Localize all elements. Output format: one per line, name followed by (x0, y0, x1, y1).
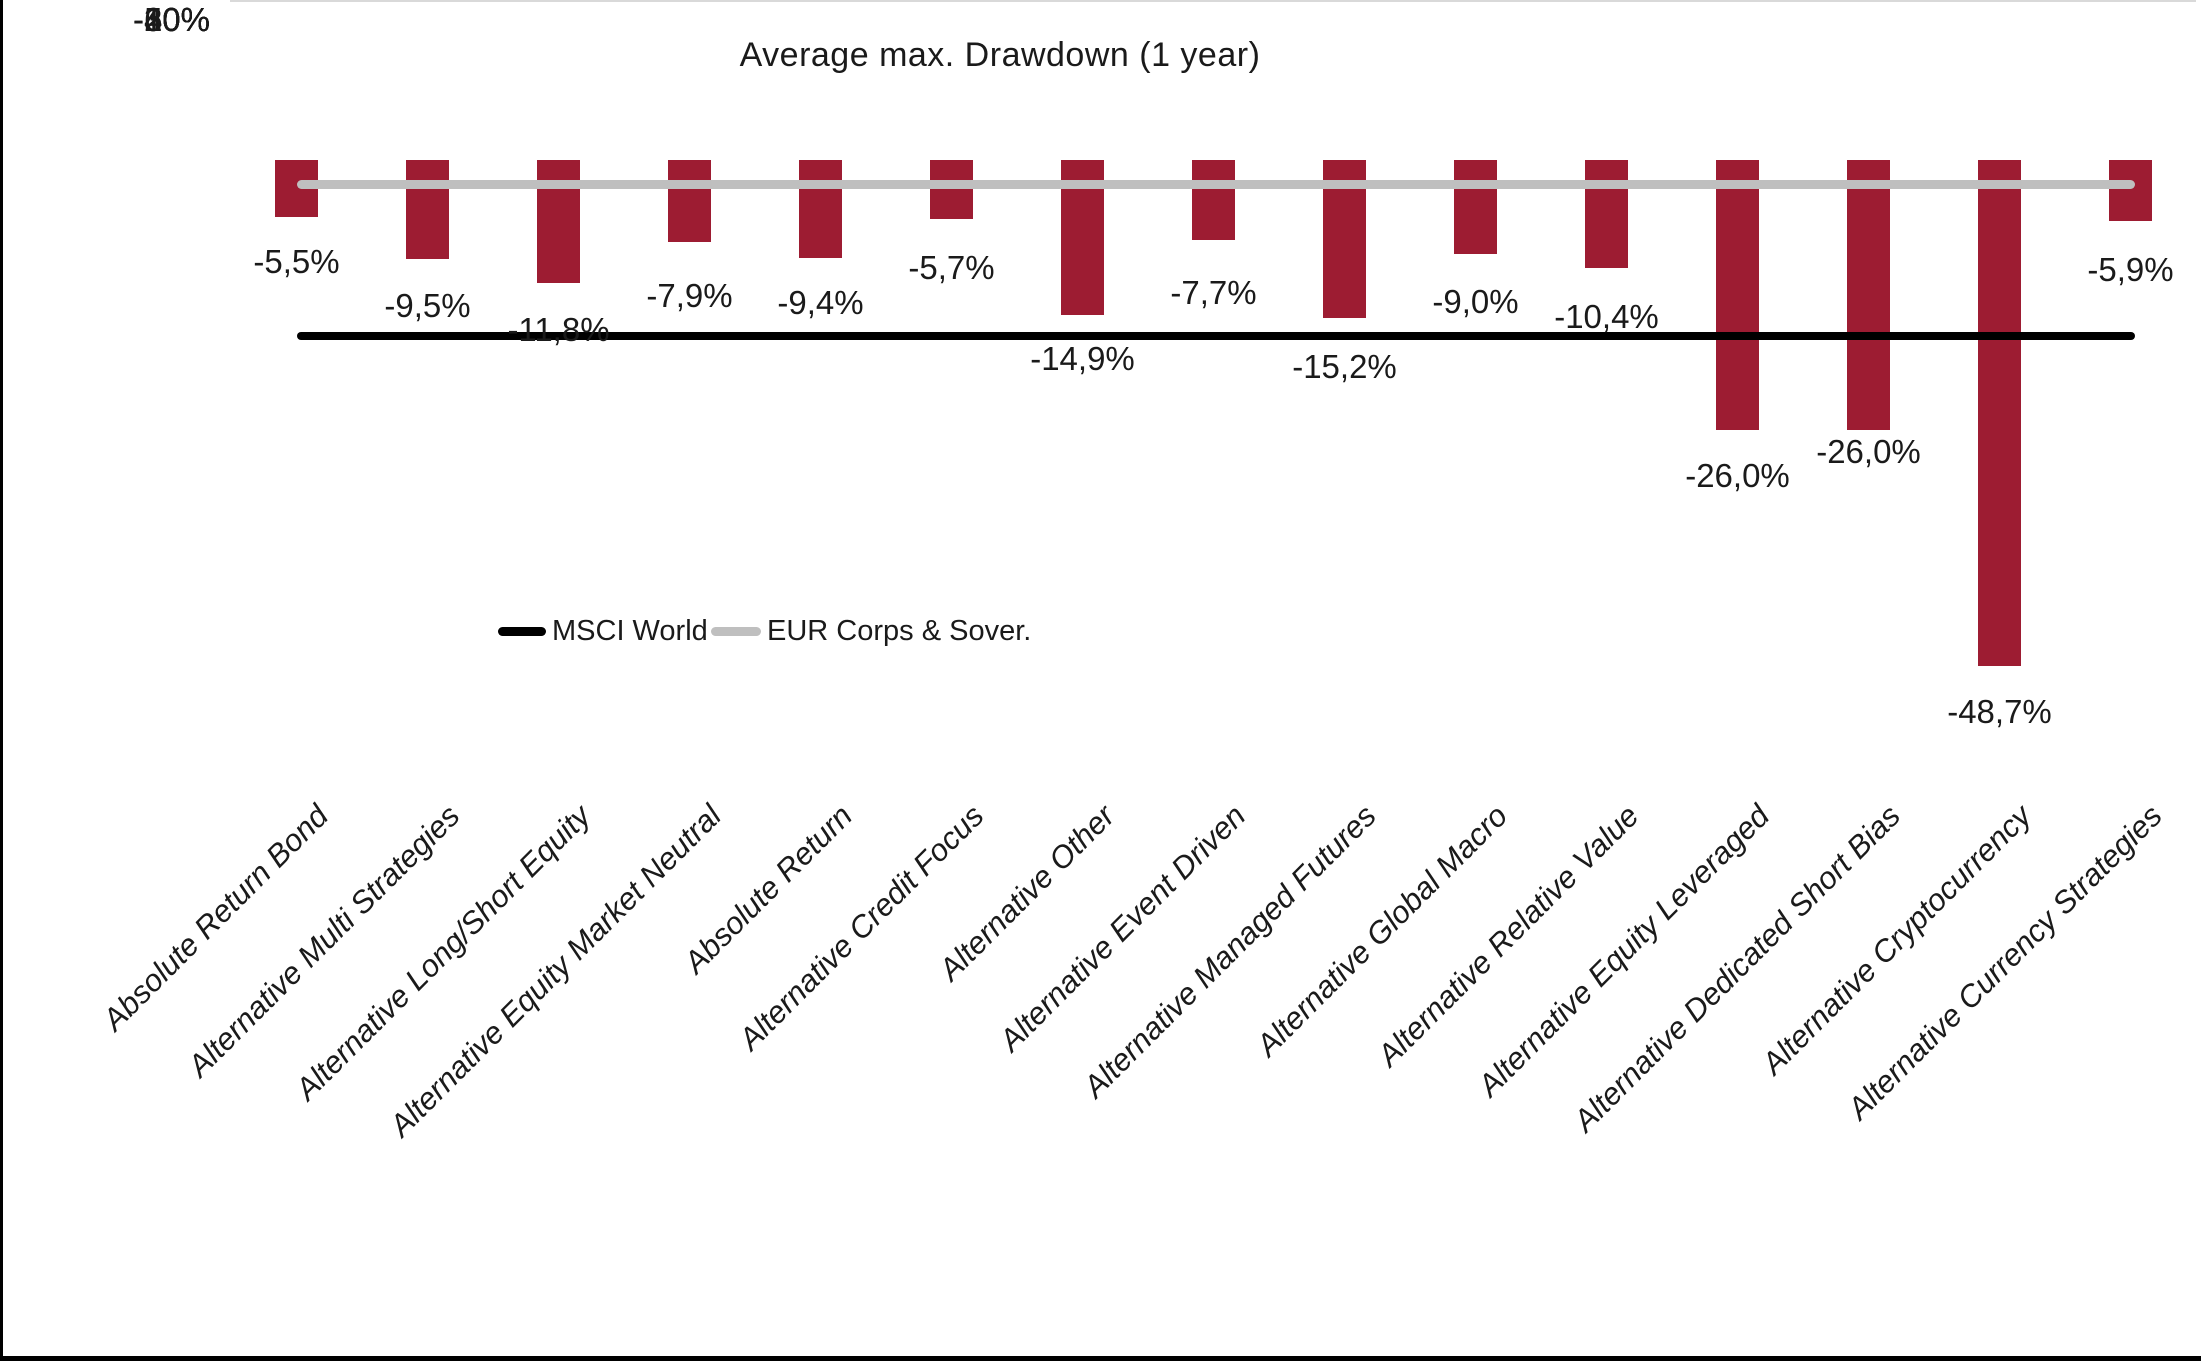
data-label: -5,9% (2087, 251, 2174, 288)
bar-alternative-relative-value (1585, 160, 1628, 269)
y-axis-tick-label: -60% (132, 1, 210, 38)
legend-line-swatch-eur-corps-sover (711, 627, 761, 636)
y-axis-tick-label: -50% (132, 1, 210, 38)
data-label: -10,4% (1554, 298, 1659, 335)
chart-title: Average max. Drawdown (1 year) (739, 36, 1261, 74)
chart-left-border (0, 0, 3, 1361)
bar-alternative-dedicated-short-bias (1847, 160, 1890, 431)
data-label: -14,9% (1030, 340, 1135, 377)
reference-line-msci-world (296, 332, 2135, 341)
data-label: -7,7% (1170, 274, 1257, 311)
gridline--60% (230, 0, 2196, 2)
chart-bottom-border (0, 1356, 2201, 1361)
bar-alternative-credit-focus (930, 160, 973, 220)
data-label: -15,2% (1292, 348, 1397, 385)
legend-label-msci-world: MSCI World (552, 615, 708, 647)
data-label: -9,4% (777, 284, 864, 321)
y-axis-tick-label: -40% (132, 1, 210, 38)
data-label: -7,9% (646, 277, 733, 314)
bar-alternative-currency-strategies (2109, 160, 2152, 222)
legend-label-eur-corps-sover: EUR Corps & Sover. (767, 615, 1032, 647)
bar-alternative-equity-market-neutral (668, 160, 711, 243)
reference-line-eur-corps-sover- (296, 179, 2135, 189)
data-label: -5,7% (908, 249, 995, 286)
bar-alternative-cryptocurrency (1978, 160, 2021, 667)
bar-alternative-equity-leveraged (1716, 160, 1759, 431)
y-axis-tick-label: -10% (132, 1, 210, 38)
x-axis-category-label: Alternative Cryptocurrency (1755, 798, 2039, 1082)
y-axis-tick-label: -30% (132, 1, 210, 38)
x-axis-category-label: Alternative Event Driven (992, 798, 1253, 1058)
x-axis-category-label: Alternative Credit Focus (731, 798, 991, 1057)
data-label: -26,0% (1816, 433, 1921, 470)
data-label: -5,5% (253, 243, 340, 280)
data-label: -9,0% (1432, 283, 1519, 320)
data-label: -11,8% (507, 311, 610, 348)
y-axis-tick-label: -20% (132, 1, 210, 38)
legend-line-swatch-msci-world (498, 627, 546, 636)
bar-alternative-event-driven (1192, 160, 1235, 241)
x-axis-category-label: Alternative Multi Strategies (180, 798, 467, 1084)
x-axis-category-label: Alternative Global Macro (1249, 798, 1515, 1063)
x-axis-category-label: Absolute Return Bond (96, 798, 336, 1038)
x-axis-category-label: Alternative Relative Value (1370, 798, 1646, 1073)
bar-absolute-return (799, 160, 842, 258)
y-axis-tick-label: 0% (162, 1, 210, 38)
data-label: -48,7% (1947, 693, 2052, 730)
data-label: -26,0% (1685, 457, 1790, 494)
bar-alternative-long-short-equity (537, 160, 580, 283)
bar-alternative-multi-strategies (406, 160, 449, 259)
data-label: -9,5% (384, 287, 471, 324)
bar-alternative-global-macro (1454, 160, 1497, 254)
